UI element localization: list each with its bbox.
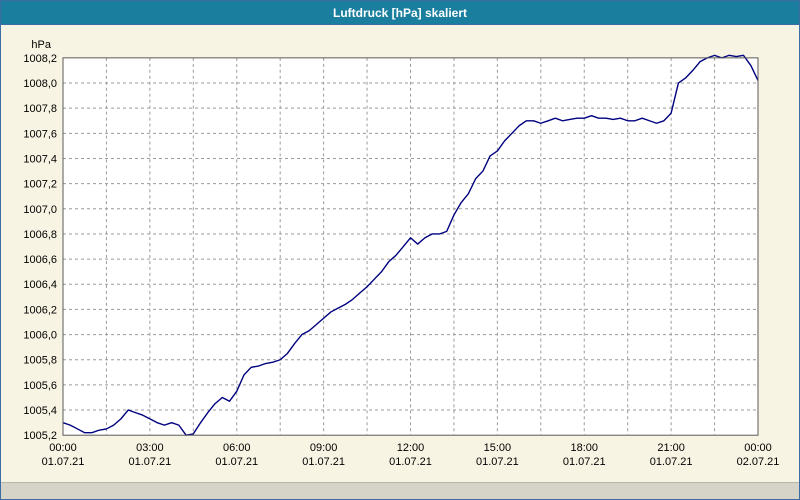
- x-axis-labels: 00:00 01.07.21 03:00 01.07.21 06:00 01.07.21 0…: [42, 442, 780, 468]
- x-tick-date: 01.07.21: [476, 456, 519, 468]
- pressure-chart: 1008,2 1008,0 1007,8 1007,6 1007,4 1007,2 1007…: [1, 25, 799, 482]
- horizontal-scrollbar[interactable]: [1, 482, 799, 499]
- svg-text:1006,2: 1006,2: [23, 304, 57, 316]
- svg-text:1008,0: 1008,0: [23, 78, 57, 90]
- window-title: Luftdruck [hPa] skaliert: [333, 6, 467, 20]
- chart-window: Luftdruck [hPa] skaliert 1008,21008,0100…: [0, 0, 800, 500]
- x-tick-date: 01.07.21: [42, 456, 85, 468]
- x-tick-time: 21:00: [657, 442, 685, 454]
- x-tick-date: 01.07.21: [128, 456, 171, 468]
- window-titlebar: Luftdruck [hPa] skaliert: [1, 1, 799, 25]
- svg-text:1007,4: 1007,4: [23, 153, 57, 165]
- svg-text:1007,8: 1007,8: [23, 103, 57, 115]
- x-tick-time: 06:00: [223, 442, 251, 454]
- svg-text:1005,4: 1005,4: [23, 405, 57, 417]
- x-tick-date: 01.07.21: [389, 456, 432, 468]
- x-tick-time: 18:00: [570, 442, 598, 454]
- svg-text:1006,6: 1006,6: [23, 254, 57, 266]
- x-tick-time: 00:00: [744, 442, 772, 454]
- svg-text:1007,2: 1007,2: [23, 179, 57, 191]
- x-tick-date: 01.07.21: [215, 456, 258, 468]
- svg-text:1008,2: 1008,2: [23, 53, 57, 65]
- x-tick-time: 03:00: [136, 442, 164, 454]
- svg-text:1006,0: 1006,0: [23, 330, 57, 342]
- svg-text:1005,2: 1005,2: [23, 430, 57, 442]
- x-tick-time: 12:00: [397, 442, 425, 454]
- y-unit-label: hPa: [31, 39, 51, 51]
- x-tick-time: 15:00: [484, 442, 512, 454]
- x-tick-time: 00:00: [49, 442, 77, 454]
- x-tick-date: 02.07.21: [737, 456, 780, 468]
- svg-text:1005,8: 1005,8: [23, 355, 57, 367]
- svg-text:1007,0: 1007,0: [23, 204, 57, 216]
- x-tick-time: 09:00: [310, 442, 338, 454]
- svg-text:1005,6: 1005,6: [23, 380, 57, 392]
- svg-text:1006,4: 1006,4: [23, 279, 57, 291]
- chart-area: 1008,2 1008,0 1007,8 1007,6 1007,4 1007,2 1007…: [1, 25, 799, 482]
- svg-text:1007,6: 1007,6: [23, 128, 57, 140]
- x-tick-date: 01.07.21: [563, 456, 606, 468]
- x-tick-date: 01.07.21: [650, 456, 693, 468]
- y-axis-labels: 1008,2 1008,0 1007,8 1007,6 1007,4 1007,2 1007…: [23, 53, 57, 442]
- x-tick-date: 01.07.21: [302, 456, 345, 468]
- svg-text:1006,8: 1006,8: [23, 229, 57, 241]
